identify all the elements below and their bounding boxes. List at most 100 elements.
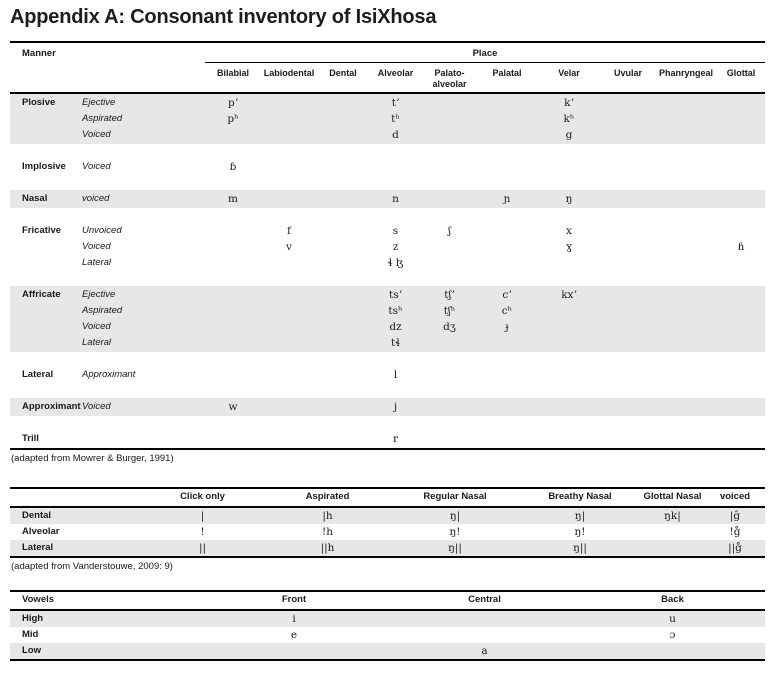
phoneme-cell bbox=[261, 431, 317, 447]
phoneme-cell bbox=[422, 255, 477, 271]
phoneme-cell: g bbox=[565, 129, 573, 141]
source-caption: (adapted from Vanderstouwe, 2009: 9) bbox=[11, 561, 173, 572]
phoneme-cell bbox=[261, 127, 317, 143]
phoneme-cell bbox=[317, 111, 369, 127]
phoneme-cell bbox=[199, 643, 389, 659]
phoneme-cell bbox=[317, 223, 369, 239]
phoneme-cell: !h bbox=[322, 526, 333, 538]
phoneme-cell bbox=[477, 159, 537, 175]
phoneme-cell bbox=[655, 303, 717, 319]
document-page: Appendix A: Consonant inventory of IsiXh… bbox=[0, 6, 775, 661]
phoneme-cell: tʼ bbox=[391, 97, 400, 109]
phoneme-cell bbox=[205, 239, 261, 255]
phoneme-cell bbox=[601, 431, 655, 447]
table-row: Lateral tɬ bbox=[10, 335, 765, 351]
column-header: Glottal bbox=[726, 68, 756, 78]
column-header: Bilabial bbox=[216, 68, 249, 78]
phoneme-cell bbox=[601, 223, 655, 239]
phoneme-cell bbox=[369, 159, 422, 175]
phoneme-cell: l bbox=[393, 369, 398, 381]
phoneme-cell: n bbox=[392, 193, 399, 205]
phoneme-cell bbox=[717, 431, 765, 447]
phoneme-cell bbox=[717, 223, 765, 239]
phoneme-cell bbox=[317, 431, 369, 447]
phoneme-cell bbox=[477, 95, 537, 111]
phoneme-cell bbox=[261, 319, 317, 335]
phoneme-cell: ɦ bbox=[737, 241, 745, 253]
phoneme-cell: ŋ! bbox=[449, 526, 461, 538]
manner-label bbox=[10, 127, 75, 143]
column-header-blank bbox=[10, 489, 140, 506]
phoneme-cell bbox=[317, 255, 369, 271]
phoneme-cell bbox=[422, 335, 477, 351]
phoneme-cell bbox=[261, 287, 317, 303]
row-label: High bbox=[22, 613, 44, 624]
row-label: Lateral bbox=[22, 542, 54, 553]
phoneme-cell: s bbox=[392, 225, 399, 237]
column-header: Alveolar bbox=[377, 68, 414, 78]
sub-manner-label bbox=[75, 431, 205, 447]
phoneme-cell: || bbox=[198, 542, 207, 554]
manner-label: Nasal bbox=[22, 193, 48, 204]
phoneme-cell bbox=[205, 287, 261, 303]
phoneme-cell: f bbox=[287, 225, 291, 237]
manner-group: Plosive Ejective pʼ tʼ kʼ Aspirated pʰ tʰ kʰ Voic… bbox=[10, 94, 765, 144]
phoneme-cell bbox=[537, 399, 601, 415]
manner-group: Fricative Unvoiced f s ʃ x Voiced v z ɣ ɦ Lateral ɬ … bbox=[10, 222, 765, 272]
phoneme-cell bbox=[601, 127, 655, 143]
phoneme-cell bbox=[261, 367, 317, 383]
manner-label bbox=[10, 319, 75, 335]
sub-manner-label: Voiced bbox=[82, 161, 111, 172]
phoneme-cell: dʒ bbox=[443, 321, 456, 333]
phoneme-cell: ŋ! bbox=[574, 526, 586, 538]
phoneme-cell bbox=[601, 367, 655, 383]
table-row: Trill r bbox=[10, 431, 765, 447]
phoneme-cell: tʃʰ bbox=[443, 305, 456, 317]
phoneme-cell: v bbox=[286, 241, 292, 253]
vowel-table: Vowels Front Central Back High i u Mid e ɔ Low a bbox=[10, 590, 765, 661]
phoneme-cell bbox=[317, 303, 369, 319]
phoneme-cell: cʰ bbox=[501, 305, 513, 317]
phoneme-cell bbox=[601, 159, 655, 175]
table-row: Nasal voiced m n ɲ ŋ bbox=[10, 191, 765, 207]
phoneme-cell: ŋ|| bbox=[573, 542, 587, 554]
phoneme-cell: a bbox=[481, 645, 488, 657]
table-row: Plosive Ejective pʼ tʼ kʼ bbox=[10, 95, 765, 111]
phoneme-cell: tʰ bbox=[391, 113, 400, 125]
phoneme-cell bbox=[601, 239, 655, 255]
phoneme-cell: ɓ bbox=[229, 161, 237, 173]
phoneme-cell bbox=[717, 335, 765, 351]
column-header: Back bbox=[661, 594, 684, 605]
phoneme-cell: tsʼ bbox=[389, 289, 402, 301]
row-label: Low bbox=[22, 645, 41, 656]
column-header: Central bbox=[468, 594, 501, 605]
table-row: Voiced d g bbox=[10, 127, 765, 143]
manner-label: Approximant bbox=[22, 401, 81, 412]
phoneme-cell: ɬ ɮ bbox=[387, 257, 404, 269]
consonant-table-header: Manner Place Bilabial Labiodental Dental Al… bbox=[10, 43, 765, 94]
row-label: Mid bbox=[22, 629, 39, 640]
phoneme-cell: |ĝ bbox=[729, 510, 741, 522]
phoneme-cell bbox=[317, 159, 369, 175]
phoneme-cell bbox=[205, 319, 261, 335]
manner-label: Implosive bbox=[22, 161, 66, 172]
phoneme-cell bbox=[717, 95, 765, 111]
phoneme-cell: tsʰ bbox=[388, 305, 403, 317]
phoneme-cell: ʃ bbox=[448, 225, 451, 237]
phoneme-cell: ŋ| bbox=[449, 510, 461, 522]
consonant-table: Manner Place Bilabial Labiodental Dental Al… bbox=[10, 41, 765, 450]
phoneme-cell bbox=[317, 127, 369, 143]
sub-manner-label: Approximant bbox=[82, 369, 136, 380]
table-row: Mid e ɔ bbox=[10, 627, 765, 643]
phoneme-cell bbox=[717, 127, 765, 143]
phoneme-cell: w bbox=[228, 401, 238, 413]
column-header: Phanryngeal bbox=[658, 68, 714, 78]
row-label: Dental bbox=[22, 510, 52, 521]
row-label: Alveolar bbox=[22, 526, 60, 537]
phoneme-cell: tɬ bbox=[391, 337, 400, 349]
source-caption: (adapted from Mowrer & Burger, 1991) bbox=[11, 453, 174, 464]
phoneme-cell: r bbox=[392, 433, 399, 445]
manner-group: Approximant Voiced w j bbox=[10, 398, 765, 416]
phoneme-cell: ŋ bbox=[565, 193, 573, 205]
table-row: Voiced dz dʒ ɟ bbox=[10, 319, 765, 335]
